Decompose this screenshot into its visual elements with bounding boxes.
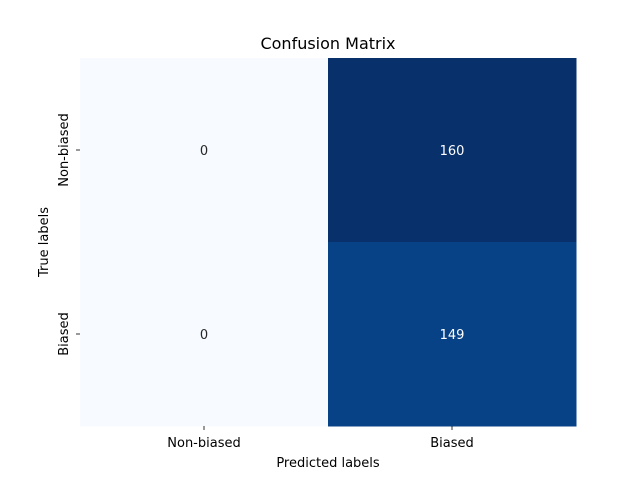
- cell-value-label-1-0: 0: [200, 328, 208, 343]
- x-tick-label: Biased: [430, 436, 474, 451]
- heatmap-cell-0-1: [328, 58, 577, 243]
- heatmap-cell-0-0: [80, 58, 329, 243]
- y-tick-label: Biased: [57, 312, 72, 356]
- cell-value-label-0-1: 160: [440, 144, 465, 159]
- heatmap-cell-1-1: [328, 242, 577, 427]
- cell-value-label-0-0: 0: [200, 144, 208, 159]
- heatmap-cells: 0 160 0 149: [80, 58, 577, 427]
- y-axis-label: True labels: [37, 207, 52, 278]
- x-tick-label: Non-biased: [167, 436, 240, 451]
- cell-value-label-1-1: 149: [440, 328, 465, 343]
- x-axis-ticks: Non-biased Biased: [167, 426, 474, 451]
- x-axis-label: Predicted labels: [276, 456, 380, 471]
- chart-title: Confusion Matrix: [260, 34, 395, 53]
- y-axis-ticks: Non-biased Biased: [57, 113, 80, 356]
- y-tick-label: Non-biased: [57, 113, 72, 186]
- heatmap-cell-1-0: [80, 242, 329, 427]
